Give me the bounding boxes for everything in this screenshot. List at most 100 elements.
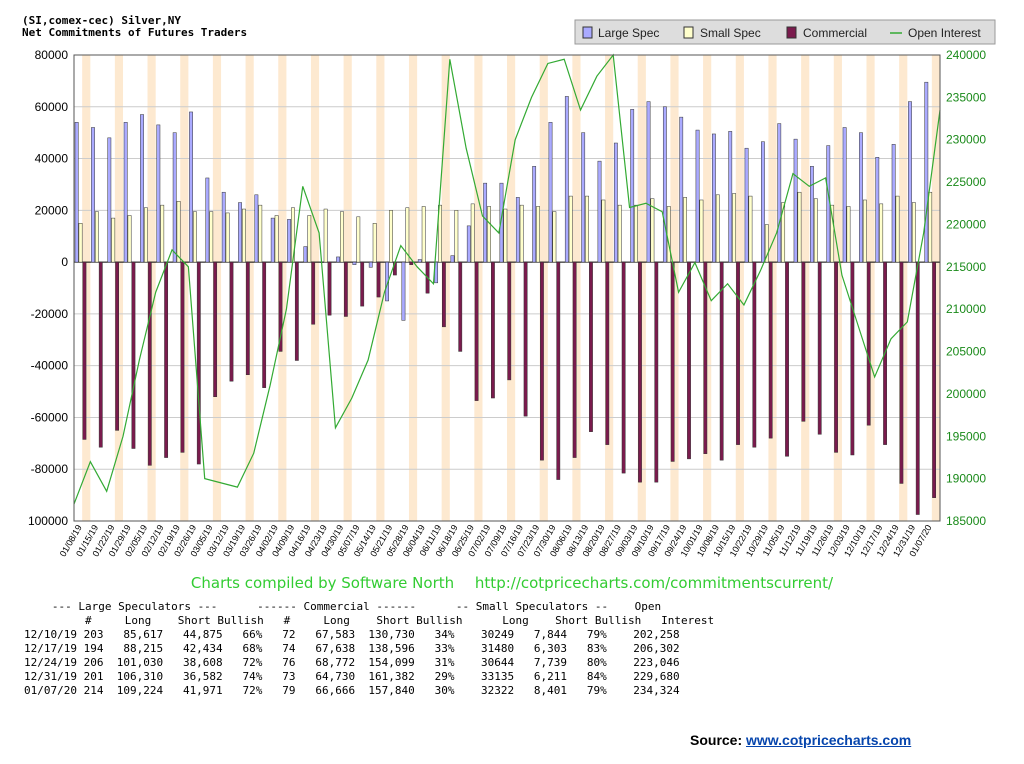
bar-large-spec	[548, 122, 553, 263]
bar-small-spec	[895, 195, 900, 263]
bar-large-spec	[810, 166, 814, 263]
legend-swatch-commercial	[786, 26, 797, 39]
x-axis: 01/08/1901/15/1901/22/1901/29/1902/05/19…	[58, 523, 934, 558]
bar-commercial	[180, 261, 185, 453]
bar-large-spec	[630, 109, 635, 263]
bar-large-spec	[532, 166, 537, 263]
bar-large-spec	[695, 129, 700, 263]
bar-large-spec	[842, 127, 847, 263]
bar-small-spec	[683, 197, 687, 263]
bar-commercial	[245, 261, 250, 375]
bar-large-spec	[924, 81, 929, 263]
legend-label-large-spec: Large Spec	[598, 26, 659, 40]
credits-url[interactable]: http://cotpricecharts.com/commitmentscur…	[474, 574, 834, 592]
table-row: 12/24/19 206 101,030 38,608 72% 76 68,77…	[24, 656, 680, 669]
bar-small-spec	[470, 203, 475, 263]
bar-commercial	[850, 261, 855, 456]
bar-small-spec	[666, 206, 671, 263]
legend-label-commercial: Commercial	[803, 26, 867, 40]
bar-commercial	[915, 261, 920, 515]
bar-commercial	[817, 261, 822, 435]
table-row: 12/10/19 203 85,617 44,875 66% 72 67,583…	[24, 628, 680, 641]
bar-large-spec	[107, 137, 112, 263]
bar-small-spec	[830, 204, 835, 263]
bar-commercial	[98, 261, 103, 448]
y2-tick-label: 200000	[946, 387, 986, 401]
bar-small-spec	[127, 215, 132, 263]
bar-large-spec	[189, 111, 193, 263]
bar-commercial	[752, 261, 757, 448]
bar-commercial	[523, 261, 528, 417]
source-link[interactable]: www.cotpricecharts.com	[746, 732, 912, 748]
bar-commercial	[654, 261, 659, 483]
bar-large-spec	[761, 141, 765, 263]
open-interest-line	[73, 53, 941, 505]
bar-large-spec	[352, 261, 357, 265]
bar-small-spec	[176, 201, 181, 263]
bar-large-spec	[728, 131, 733, 263]
bar-small-spec	[634, 204, 638, 263]
bar-small-spec	[699, 199, 704, 263]
bar-large-spec	[744, 147, 749, 263]
bar-large-spec	[123, 122, 128, 263]
bar-large-spec	[238, 202, 242, 263]
bar-large-spec	[908, 101, 912, 263]
y2-tick-label: 210000	[946, 302, 986, 316]
y2-tick-label: 190000	[946, 472, 986, 486]
bar-large-spec	[91, 127, 95, 263]
source-label: Source:	[690, 732, 743, 748]
y2-tick-label: 230000	[946, 133, 986, 147]
plot-frame	[73, 54, 941, 522]
bar-large-spec	[515, 197, 520, 263]
y2-tick-label: 205000	[946, 345, 986, 359]
bar-large-spec	[646, 101, 651, 263]
bar-small-spec	[764, 224, 769, 263]
bar-commercial	[540, 261, 544, 461]
bar-small-spec	[781, 202, 786, 263]
y2-tick-label: 235000	[946, 90, 986, 104]
source: Source: www.cotpricecharts.com	[690, 732, 911, 748]
bar-small-spec	[928, 191, 933, 263]
bar-large-spec	[859, 132, 863, 263]
bar-commercial	[556, 261, 561, 480]
bar-commercial	[458, 261, 463, 352]
credits-text: Charts compiled by Software North	[190, 574, 455, 592]
bar-small-spec	[846, 206, 851, 263]
y2-tick-label: 220000	[946, 217, 986, 231]
bar-commercial	[343, 261, 348, 317]
bar-small-spec	[209, 211, 214, 263]
bar-small-spec	[94, 211, 99, 263]
cot-chart: 800006000040000200000-20000-40000-60000-…	[28, 19, 996, 558]
bar-commercial	[638, 261, 642, 483]
bar-commercial	[687, 261, 691, 460]
bar-large-spec	[875, 157, 880, 263]
bar-commercial	[115, 261, 120, 431]
bar-large-spec	[711, 133, 716, 263]
chart-title-line2: Net Commitments of Futures Traders	[22, 26, 248, 39]
y2-tick-label: 240000	[946, 48, 986, 62]
bar-small-spec	[552, 211, 557, 263]
bar-commercial	[82, 261, 87, 440]
bar-commercial	[507, 261, 512, 381]
bar-commercial	[213, 261, 218, 397]
bar-commercial	[311, 261, 316, 325]
bar-small-spec	[323, 208, 328, 263]
y-tick-label: -60000	[31, 410, 69, 424]
bar-large-spec	[483, 182, 488, 263]
bar-commercial	[409, 261, 414, 265]
bar-commercial	[719, 261, 724, 461]
bar-small-spec	[78, 223, 83, 263]
open-interest-series	[73, 53, 941, 505]
bar-commercial	[572, 261, 577, 458]
y-tick-label: 80000	[35, 48, 69, 62]
bar-commercial	[736, 261, 740, 445]
bar-commercial	[360, 261, 365, 307]
bar-small-spec	[242, 208, 246, 263]
bar-commercial	[834, 261, 838, 453]
table-row: 12/31/19 201 106,310 36,582 74% 73 64,73…	[24, 670, 680, 683]
bar-large-spec	[499, 182, 504, 263]
bar-commercial	[262, 261, 267, 388]
bar-large-spec	[581, 132, 586, 263]
bar-large-spec	[597, 160, 602, 263]
bar-small-spec	[454, 210, 459, 263]
